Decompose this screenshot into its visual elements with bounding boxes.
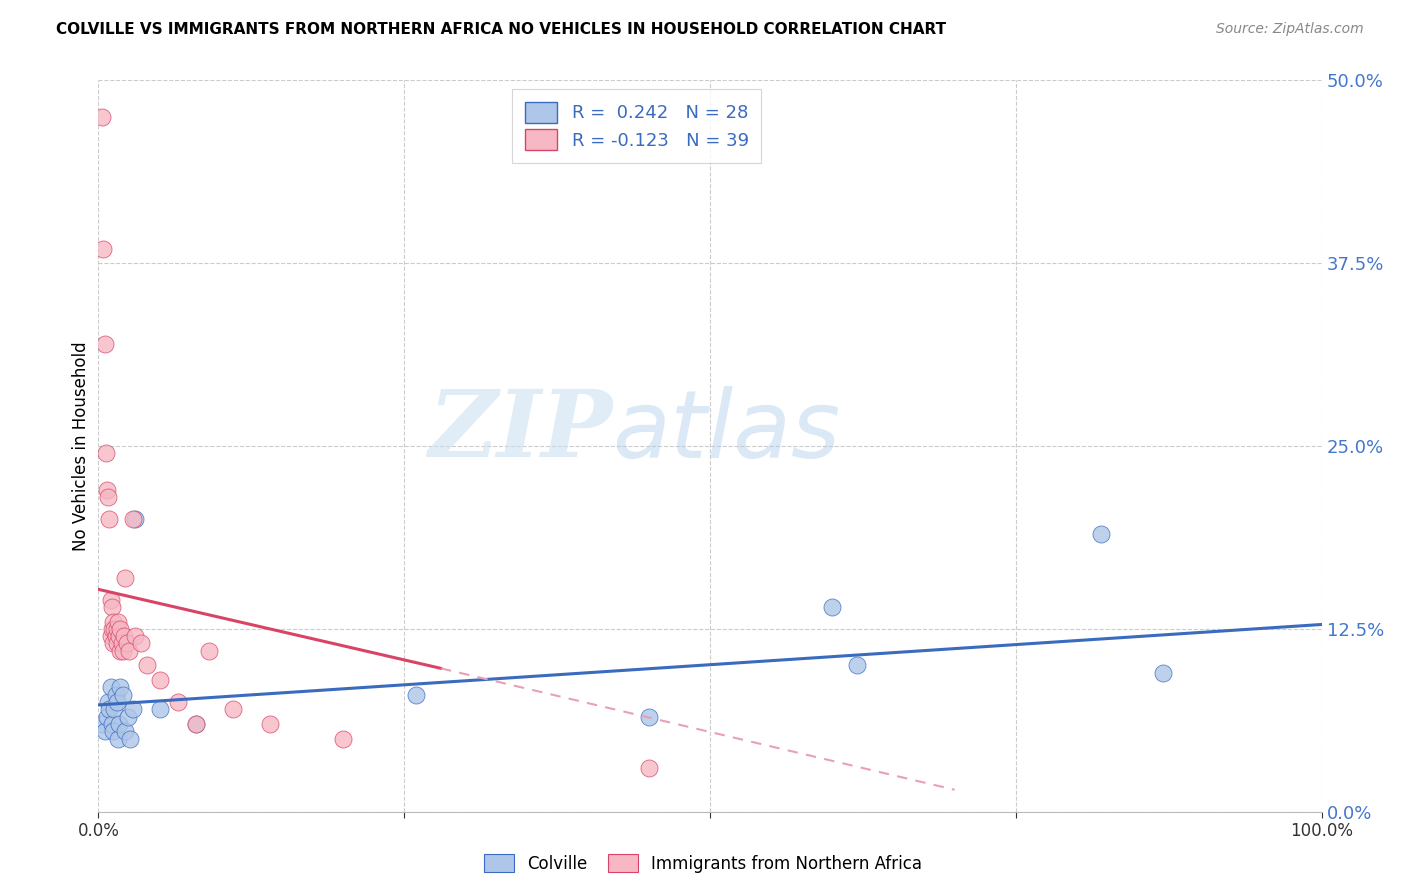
Point [129, 636, 152, 650]
Point [101, 724, 124, 739]
Point [637, 761, 661, 775]
Legend: Colville, Immigrants from Northern Africa: Colville, Immigrants from Northern Afric… [478, 847, 928, 880]
Point [111, 688, 134, 702]
Point [91, 242, 114, 256]
Point [98, 512, 121, 526]
Point [101, 599, 124, 614]
Point [167, 695, 190, 709]
Point [101, 636, 124, 650]
Point [108, 717, 131, 731]
Text: atlas: atlas [612, 386, 841, 477]
Legend: R =  0.242   N = 28, R = -0.123   N = 39: R = 0.242 N = 28, R = -0.123 N = 39 [512, 89, 761, 162]
Point [118, 644, 141, 658]
Point [107, 731, 129, 746]
Point [117, 709, 139, 723]
Point [821, 599, 844, 614]
Point [149, 673, 172, 687]
Point [110, 622, 132, 636]
Point [124, 512, 146, 526]
Point [121, 512, 143, 526]
Point [259, 717, 281, 731]
Point [91, 717, 114, 731]
Point [110, 644, 132, 658]
Point [101, 615, 124, 629]
Point [186, 717, 208, 731]
Point [97, 490, 120, 504]
Point [101, 717, 124, 731]
Point [97, 695, 120, 709]
Y-axis label: No Vehicles in Household: No Vehicles in Household [72, 341, 90, 551]
Point [105, 622, 128, 636]
Point [101, 622, 124, 636]
Point [103, 702, 125, 716]
Point [120, 731, 142, 746]
Point [104, 688, 127, 702]
Point [1152, 665, 1174, 680]
Point [114, 724, 136, 739]
Point [121, 702, 143, 716]
Point [637, 709, 661, 723]
Point [94, 446, 117, 460]
Point [107, 615, 129, 629]
Point [105, 636, 128, 650]
Point [100, 592, 122, 607]
Point [197, 644, 219, 658]
Text: ZIP: ZIP [427, 386, 612, 476]
Point [112, 629, 135, 643]
Point [110, 681, 132, 695]
Point [115, 636, 138, 650]
Point [91, 110, 114, 124]
Point [111, 644, 134, 658]
Point [111, 636, 134, 650]
Point [100, 681, 122, 695]
Point [98, 702, 121, 716]
Point [100, 629, 122, 643]
Point [149, 702, 172, 716]
Point [332, 731, 354, 746]
Point [1090, 526, 1112, 541]
Point [845, 658, 868, 673]
Point [104, 629, 127, 643]
Point [93, 724, 115, 739]
Point [114, 571, 136, 585]
Point [103, 622, 125, 636]
Point [96, 483, 118, 497]
Point [222, 702, 245, 716]
Point [405, 688, 427, 702]
Point [136, 658, 159, 673]
Text: Source: ZipAtlas.com: Source: ZipAtlas.com [1216, 22, 1364, 37]
Point [96, 709, 118, 723]
Text: COLVILLE VS IMMIGRANTS FROM NORTHERN AFRICA NO VEHICLES IN HOUSEHOLD CORRELATION: COLVILLE VS IMMIGRANTS FROM NORTHERN AFR… [56, 22, 946, 37]
Point [108, 629, 131, 643]
Point [186, 717, 208, 731]
Point [93, 336, 115, 351]
Point [105, 695, 128, 709]
Point [124, 629, 146, 643]
